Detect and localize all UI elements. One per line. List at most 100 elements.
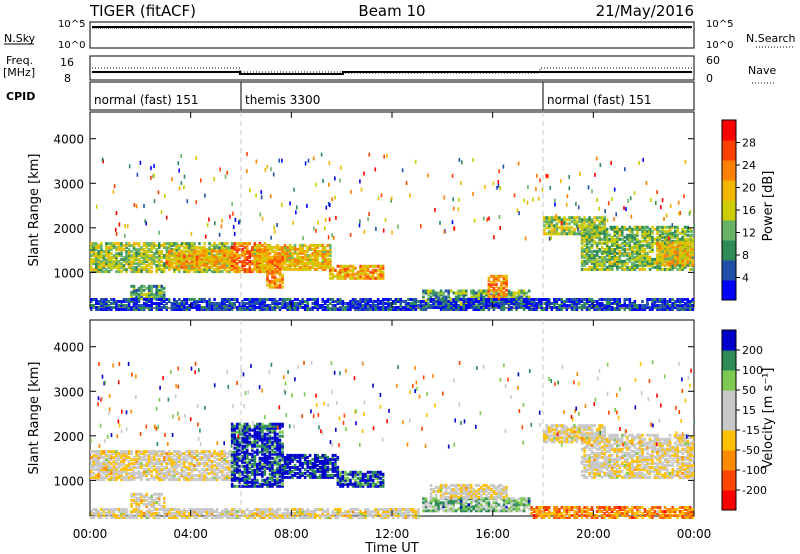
- cell: [152, 292, 156, 296]
- cell: [626, 306, 629, 309]
- cell: [286, 308, 289, 311]
- cell: [558, 232, 561, 236]
- cell: [236, 270, 239, 274]
- cell: [163, 460, 166, 464]
- cell: [173, 306, 176, 309]
- cell: [263, 255, 267, 259]
- cell: [195, 304, 199, 307]
- cell: [120, 258, 123, 262]
- cell: [671, 267, 674, 271]
- cell: [213, 470, 216, 474]
- cell: [588, 220, 591, 224]
- cell: [107, 478, 111, 482]
- cell: [447, 289, 450, 293]
- scatter-cell: [358, 223, 361, 228]
- cell: [220, 460, 224, 464]
- cell: [600, 304, 604, 307]
- cell: [155, 292, 158, 296]
- cell: [628, 235, 632, 239]
- cell: [560, 224, 564, 228]
- cell: [583, 255, 586, 259]
- cell: [168, 454, 171, 458]
- cell: [132, 304, 136, 307]
- cell: [130, 478, 133, 482]
- cell: [185, 268, 189, 272]
- cell: [210, 460, 214, 464]
- cell: [316, 302, 320, 305]
- cell: [316, 265, 320, 269]
- cell: [329, 257, 332, 261]
- cell: [236, 250, 239, 254]
- cell: [633, 237, 637, 241]
- cell: [185, 476, 189, 480]
- cell: [195, 251, 199, 255]
- cpid-segment-label: normal (fast) 151: [94, 93, 198, 107]
- cell: [100, 476, 103, 480]
- cell: [616, 231, 619, 235]
- cell: [188, 464, 191, 468]
- scatter-cell: [322, 178, 324, 183]
- cell: [278, 255, 282, 259]
- cell: [137, 294, 141, 298]
- cell: [168, 472, 171, 476]
- cell: [190, 242, 194, 246]
- nsearch-label: N.Search: [746, 32, 796, 45]
- cell: [152, 464, 156, 468]
- cell: [638, 249, 642, 253]
- cell: [258, 248, 262, 252]
- cell: [296, 251, 299, 255]
- cell: [678, 306, 682, 309]
- scatter-cell: [177, 161, 180, 166]
- cell: [324, 300, 327, 303]
- cell: [618, 300, 622, 303]
- cell: [580, 267, 584, 271]
- cell: [223, 304, 226, 307]
- cell: [583, 243, 586, 247]
- cell: [608, 300, 611, 303]
- cell: [203, 460, 206, 464]
- cell: [394, 306, 398, 309]
- cell: [646, 235, 649, 239]
- cell: [626, 298, 629, 301]
- scatter-cell: [95, 204, 98, 209]
- cell: [505, 302, 508, 305]
- cell: [180, 249, 184, 253]
- cell: [90, 460, 93, 464]
- cell: [671, 239, 674, 243]
- cell: [150, 294, 153, 298]
- cell: [595, 304, 599, 307]
- cell: [158, 252, 161, 256]
- cell: [112, 472, 116, 476]
- cell: [321, 259, 325, 263]
- cell: [324, 259, 327, 263]
- cell: [203, 251, 206, 255]
- cell: [253, 261, 257, 265]
- cell: [628, 241, 632, 245]
- cell: [422, 295, 425, 299]
- cell: [381, 306, 385, 309]
- scatter-cell: [541, 187, 544, 192]
- cell: [273, 279, 277, 283]
- cell: [585, 241, 589, 245]
- cell: [261, 302, 264, 305]
- cell: [107, 266, 111, 270]
- cell: [158, 268, 161, 272]
- cell: [175, 251, 179, 255]
- cell: [600, 249, 604, 253]
- cell: [175, 308, 179, 311]
- cell: [132, 260, 136, 264]
- cell: [553, 230, 556, 234]
- cell: [281, 257, 284, 261]
- cell: [668, 257, 672, 261]
- cell: [673, 247, 677, 251]
- cell: [376, 302, 380, 305]
- cell: [616, 239, 619, 243]
- cell: [311, 261, 315, 265]
- cell: [465, 298, 468, 301]
- cell: [573, 304, 576, 307]
- cell: [246, 262, 249, 266]
- cell: [558, 304, 561, 307]
- cell: [90, 306, 93, 309]
- cell: [472, 304, 476, 307]
- scatter-cell: [113, 184, 116, 189]
